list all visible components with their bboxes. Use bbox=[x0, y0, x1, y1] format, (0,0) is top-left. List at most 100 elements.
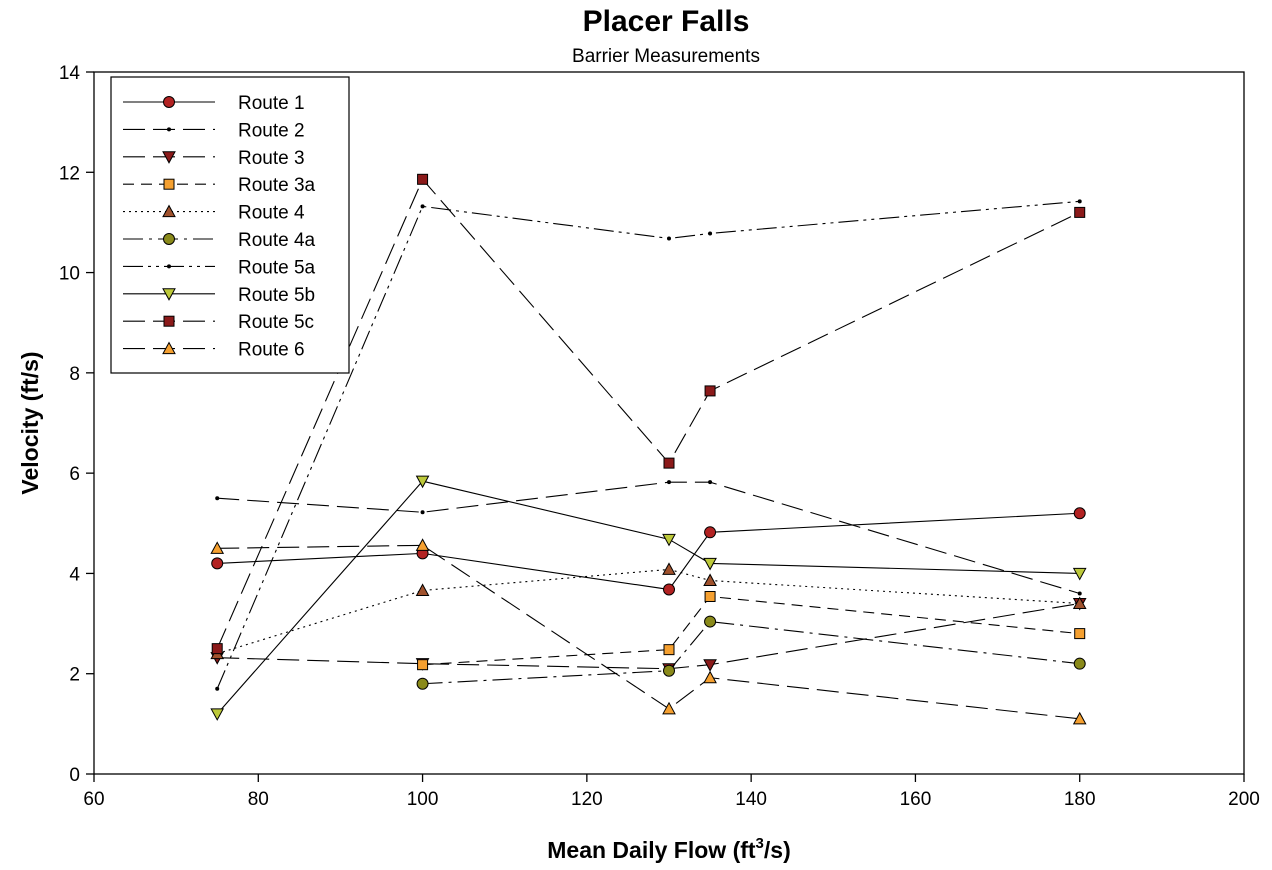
series-route-3 bbox=[210, 598, 1087, 676]
data-point bbox=[215, 496, 220, 501]
series-line bbox=[217, 568, 1080, 655]
legend-label: Route 2 bbox=[238, 120, 305, 141]
data-point bbox=[1073, 507, 1086, 520]
data-point bbox=[1072, 567, 1087, 581]
series-route-5c bbox=[211, 173, 1086, 655]
data-point bbox=[1077, 591, 1082, 596]
legend-marker bbox=[167, 264, 171, 269]
y-tick-label: 2 bbox=[69, 665, 80, 686]
series-line bbox=[217, 512, 1080, 591]
legend-marker bbox=[163, 315, 175, 327]
x-tick-label: 160 bbox=[900, 789, 932, 810]
series-route-5a bbox=[215, 199, 1082, 691]
data-point bbox=[210, 708, 225, 721]
data-point bbox=[704, 385, 716, 397]
legend-label: Route 3 bbox=[238, 148, 305, 169]
legend-label: Route 5c bbox=[238, 312, 314, 333]
series-route-4 bbox=[210, 562, 1087, 660]
legend-label: Route 4 bbox=[238, 203, 305, 224]
data-point bbox=[703, 557, 717, 571]
data-point bbox=[663, 664, 675, 677]
data-point bbox=[1072, 711, 1087, 725]
series-route-3a bbox=[417, 590, 1086, 671]
data-point bbox=[215, 686, 220, 691]
legend-box bbox=[110, 76, 350, 374]
data-point bbox=[415, 475, 430, 489]
series-line bbox=[216, 480, 1080, 715]
legend-marker bbox=[163, 178, 175, 190]
data-point bbox=[663, 644, 675, 656]
x-tick-label: 140 bbox=[735, 789, 767, 810]
legend-marker bbox=[163, 96, 175, 108]
series-line bbox=[217, 481, 1080, 595]
data-point bbox=[703, 659, 717, 672]
y-tick-label: 10 bbox=[59, 264, 80, 285]
series-route-1 bbox=[211, 507, 1086, 596]
data-point bbox=[703, 573, 717, 586]
chart-subtitle: Barrier Measurements bbox=[572, 46, 760, 67]
data-point bbox=[667, 480, 671, 485]
data-point bbox=[704, 615, 717, 628]
x-tick-label: 120 bbox=[571, 789, 603, 810]
x-tick-label: 180 bbox=[1064, 789, 1096, 810]
data-point bbox=[420, 204, 425, 209]
legend-marker bbox=[162, 288, 176, 301]
series-route-2 bbox=[215, 480, 1082, 596]
series-line bbox=[422, 620, 1080, 685]
x-tick-label: 60 bbox=[83, 789, 104, 810]
data-point bbox=[663, 457, 675, 469]
data-point bbox=[211, 557, 224, 570]
series-line bbox=[422, 595, 1080, 666]
x-tick-label: 80 bbox=[248, 789, 269, 810]
data-point bbox=[417, 173, 429, 185]
x-axis-label-superscript: 3 bbox=[756, 835, 764, 852]
legend-marker bbox=[162, 151, 176, 164]
series-route-4a bbox=[416, 615, 1086, 690]
data-point bbox=[663, 583, 675, 596]
data-point bbox=[415, 583, 430, 596]
plot-area: 60 80 100 120 140 160 180 200 0 2 4 6 8 10 12 14 Route 1… bbox=[59, 63, 1260, 810]
legend-label: Route 5a bbox=[238, 257, 316, 278]
series-line bbox=[217, 544, 1080, 720]
data-point bbox=[210, 541, 225, 554]
legend-marker bbox=[163, 233, 175, 245]
data-point bbox=[662, 701, 676, 715]
legend-marker bbox=[167, 127, 171, 132]
data-point bbox=[211, 643, 223, 655]
y-tick-label: 0 bbox=[69, 765, 80, 786]
x-tick-label: 200 bbox=[1228, 789, 1260, 810]
y-tick-label: 14 bbox=[59, 63, 81, 84]
data-point bbox=[708, 480, 713, 485]
data-point bbox=[704, 590, 716, 602]
data-point bbox=[704, 526, 717, 539]
data-point bbox=[1074, 628, 1086, 640]
data-point bbox=[1074, 206, 1086, 218]
chart-title: Placer Falls bbox=[583, 5, 750, 38]
legend-label: Route 3a bbox=[238, 175, 316, 196]
data-point bbox=[703, 670, 717, 684]
legend-label: Route 4a bbox=[238, 230, 316, 251]
data-point bbox=[667, 236, 671, 241]
y-axis-label: Velocity (ft/s) bbox=[17, 351, 43, 494]
data-point bbox=[662, 533, 676, 547]
plot-frame bbox=[93, 71, 1245, 775]
data-point bbox=[662, 562, 676, 575]
data-point bbox=[416, 677, 429, 690]
legend-label: Route 5b bbox=[238, 285, 315, 306]
y-tick-label: 12 bbox=[59, 163, 80, 184]
legend-label: Route 6 bbox=[238, 340, 305, 361]
series-route-6 bbox=[210, 538, 1087, 725]
y-tick-label: 4 bbox=[69, 564, 80, 585]
legend-marker bbox=[162, 204, 176, 218]
data-point bbox=[420, 510, 425, 515]
x-axis-label: Mean Daily Flow (ft3/s) bbox=[547, 835, 790, 863]
data-point bbox=[1077, 199, 1082, 204]
data-point bbox=[1073, 657, 1086, 670]
data-point bbox=[417, 659, 429, 671]
x-axis-label-tail: /s) bbox=[764, 837, 791, 863]
series-route-5b bbox=[210, 475, 1087, 721]
legend: Route 1 Route 2 Route 3 Route 3a Route 4 Rout… bbox=[110, 76, 350, 374]
legend-marker bbox=[162, 341, 176, 355]
